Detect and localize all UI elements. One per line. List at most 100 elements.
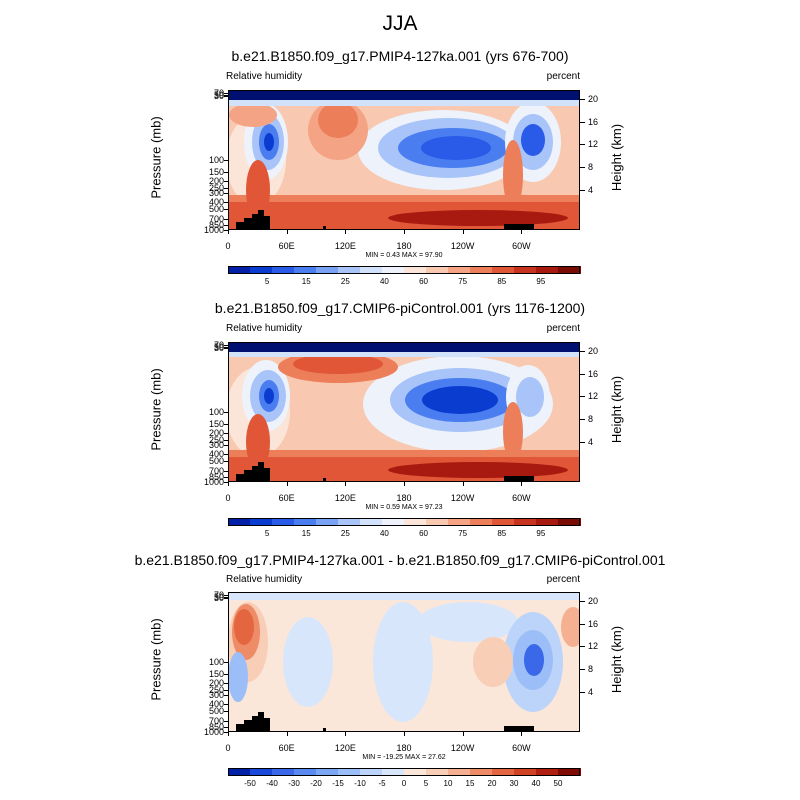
y-tick-mark — [224, 96, 228, 98]
y-tick-mark — [224, 93, 228, 95]
y-tick-mark — [224, 225, 228, 227]
y-tick-label: 100 — [208, 407, 224, 417]
y-tick-mark — [224, 219, 228, 221]
y2-tick-label: 12 — [588, 391, 599, 402]
y2-tick-label: 16 — [588, 618, 599, 629]
units-label: percent — [546, 71, 580, 82]
x-tick-mark — [462, 482, 464, 486]
y-tick-label: 70 — [213, 340, 224, 351]
colorbar-tick-label: 5 — [264, 529, 270, 538]
contour-region — [228, 652, 248, 702]
colorbar-border — [228, 266, 580, 274]
colorbar-swatch — [382, 518, 405, 526]
colorbar-swatch — [294, 518, 317, 526]
y-tick-label: 1000 — [203, 477, 224, 487]
x-tick-mark — [404, 230, 405, 234]
y-tick-mark — [224, 439, 228, 441]
contour-region — [503, 402, 523, 462]
upper-humidity-band — [228, 100, 580, 106]
x-tick-label: 180 — [396, 743, 412, 753]
x-tick-mark — [521, 230, 523, 234]
y-tick-label: 700 — [208, 716, 224, 727]
x-tick-label: 0 — [225, 493, 231, 503]
y-tick-label: 400 — [208, 197, 224, 208]
topography — [504, 224, 534, 230]
x-tick-mark — [404, 732, 405, 736]
topography — [504, 726, 534, 732]
y-tick-mark — [224, 727, 228, 729]
y-tick-label: 50 — [213, 591, 224, 602]
y2-tick-label: 8 — [588, 162, 594, 173]
contour-region — [418, 602, 518, 642]
colorbar-tick-label: 30 — [509, 779, 519, 788]
colorbar-swatch — [338, 518, 361, 526]
panel-title: b.e21.B1850.f09_g17.CMIP6-piControl.001 … — [214, 300, 586, 316]
colorbar-tick-label: -5 — [378, 779, 386, 788]
upper-humidity-band — [228, 90, 580, 100]
y-tick-label: 250 — [208, 684, 224, 695]
x-tick-mark — [228, 732, 229, 736]
min-max-text: MIN = -19.25 MAX = 27.62 — [362, 754, 446, 761]
y2-tick-mark — [580, 190, 585, 192]
y-tick-label: 30 — [213, 593, 224, 604]
colorbar-swatch — [294, 266, 317, 274]
colorbar-tick-label: 25 — [340, 277, 350, 286]
colorbar-swatch — [316, 266, 339, 274]
colorbar-tick-label: 5 — [423, 779, 429, 788]
colorbar-swatch — [426, 518, 449, 526]
min-max-text: MIN = 0.43 MAX = 97.90 — [365, 252, 443, 259]
topography — [236, 712, 270, 732]
colorbar-swatch — [250, 518, 273, 526]
y2-tick-label: 16 — [588, 116, 599, 127]
y-tick-mark — [224, 94, 228, 96]
y-tick-mark — [224, 445, 228, 447]
topography — [236, 210, 270, 230]
y-tick-mark — [224, 721, 228, 723]
contour-region — [388, 462, 568, 478]
y-tick-label: 50 — [213, 89, 224, 100]
y-tick-mark — [224, 595, 228, 597]
figure-title: JJA — [382, 12, 418, 35]
x-tick-label: 60W — [512, 493, 531, 503]
panel-title: b.e21.B1850.f09_g17.PMIP4-127ka.001 - b.… — [134, 552, 666, 568]
contour-region — [246, 414, 270, 470]
x-tick-mark — [345, 732, 347, 736]
x-tick-mark — [286, 230, 288, 234]
colorbar-tick-label: 95 — [536, 529, 546, 538]
contour-region — [234, 609, 254, 645]
x-tick-mark — [462, 732, 464, 736]
y-tick-mark — [224, 477, 228, 479]
y2-tick-label: 16 — [588, 368, 599, 379]
y-tick-mark — [224, 193, 228, 195]
y2-tick-label: 12 — [588, 641, 599, 652]
colorbar-swatch — [360, 768, 383, 776]
x-tick-mark — [228, 230, 229, 234]
y-tick-label: 250 — [208, 434, 224, 445]
contour-region — [373, 602, 433, 722]
y-tick-label: 850 — [208, 220, 224, 231]
y-tick-mark — [224, 424, 228, 426]
y-tick-mark — [224, 187, 228, 189]
y2-tick-mark — [580, 350, 585, 352]
y-tick-label: 30 — [213, 91, 224, 102]
y-tick-label: 70 — [213, 590, 224, 601]
y2-tick-mark — [580, 167, 585, 169]
y2-tick-mark — [580, 669, 585, 671]
x-tick-label: 60E — [278, 743, 295, 753]
x-tick-mark — [228, 482, 229, 486]
y-tick-label: 400 — [208, 699, 224, 710]
y2-tick-label: 20 — [588, 93, 599, 104]
y2-tick-label: 20 — [588, 595, 599, 606]
y-axis-title: Pressure (mb) — [148, 116, 164, 199]
colorbar-swatch — [470, 266, 493, 274]
y-tick-label: 300 — [208, 188, 224, 199]
contour-region — [473, 637, 513, 687]
colorbar-swatch — [404, 266, 427, 274]
y-tick-label: 300 — [208, 440, 224, 451]
colorbar-swatch — [558, 768, 581, 776]
contour-plot — [228, 342, 580, 482]
y-tick-label: 300 — [208, 690, 224, 701]
colorbar-tick-label: -15 — [332, 779, 344, 788]
y-tick-label: 500 — [208, 203, 224, 214]
y-tick-label: 400 — [208, 449, 224, 460]
